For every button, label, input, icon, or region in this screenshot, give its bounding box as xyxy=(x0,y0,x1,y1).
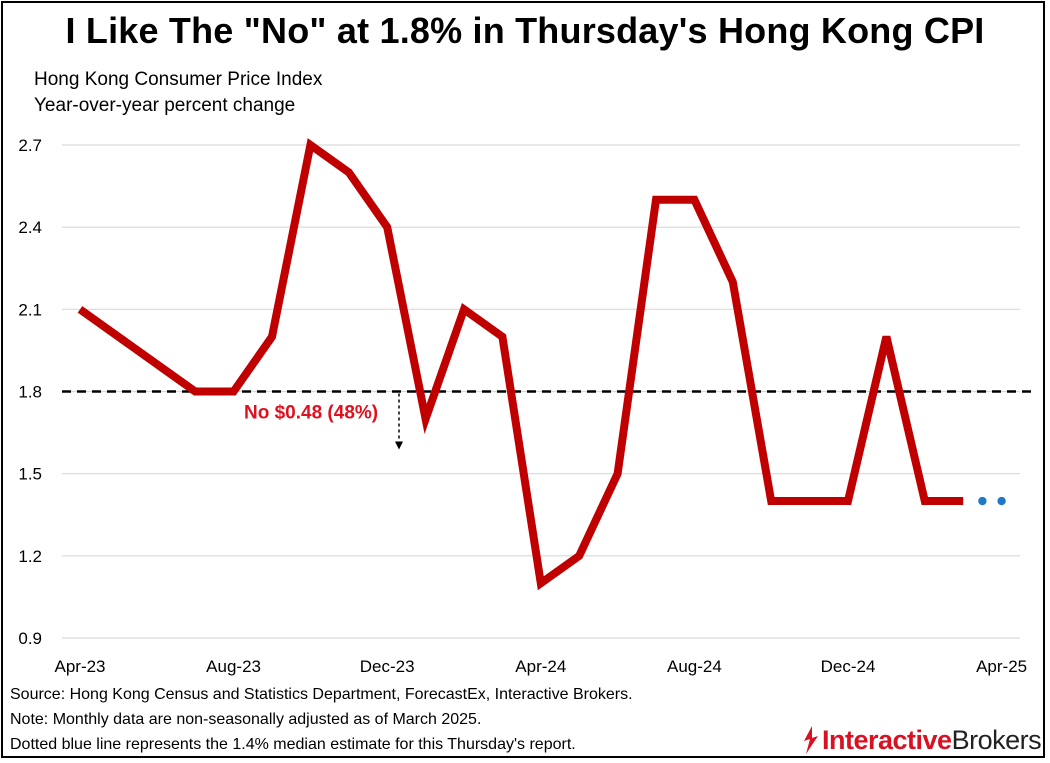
chart-subtitle-units: Year-over-year percent change xyxy=(34,95,296,116)
logo-text-brokers: Brokers xyxy=(951,724,1042,755)
y-tick-label: 1.5 xyxy=(18,465,42,484)
brokers-flame-icon xyxy=(804,726,818,754)
x-tick-label: Aug-24 xyxy=(667,657,722,676)
estimate-dot xyxy=(978,496,987,506)
y-tick-label: 1.2 xyxy=(18,547,42,566)
x-tick-label: Apr-24 xyxy=(515,657,566,676)
x-tick-label: Dec-23 xyxy=(360,657,415,676)
logo-text-interactive: Interactive xyxy=(822,724,952,755)
x-tick-label: Apr-25 xyxy=(976,657,1027,676)
series-line-hk-cpi xyxy=(77,138,964,591)
footnote-estimate: Dotted blue line represents the 1.4% med… xyxy=(10,736,576,753)
estimate-dot xyxy=(997,496,1006,506)
y-tick-label: 2.7 xyxy=(18,136,42,155)
interactive-brokers-logo: Interactive Brokers xyxy=(800,722,1042,758)
annotation-arrowhead xyxy=(395,441,403,450)
y-tick-label: 0.9 xyxy=(18,629,42,648)
x-tick-label: Aug-23 xyxy=(206,657,261,676)
y-tick-label: 2.4 xyxy=(18,218,42,237)
threshold-annotation-label: No $0.48 (48%) xyxy=(244,403,378,424)
footnote-source: Source: Hong Kong Census and Statistics … xyxy=(10,686,633,703)
x-tick-label: Dec-24 xyxy=(821,657,876,676)
y-tick-label: 2.1 xyxy=(18,300,42,319)
chart-subtitle-series: Hong Kong Consumer Price Index xyxy=(34,69,323,90)
x-tick-label: Apr-23 xyxy=(54,657,105,676)
chart-title: I Like The "No" at 1.8% in Thursday's Ho… xyxy=(65,10,985,51)
footnote-note: Note: Monthly data are non-seasonally ad… xyxy=(10,711,482,728)
y-tick-label: 1.8 xyxy=(18,383,42,402)
